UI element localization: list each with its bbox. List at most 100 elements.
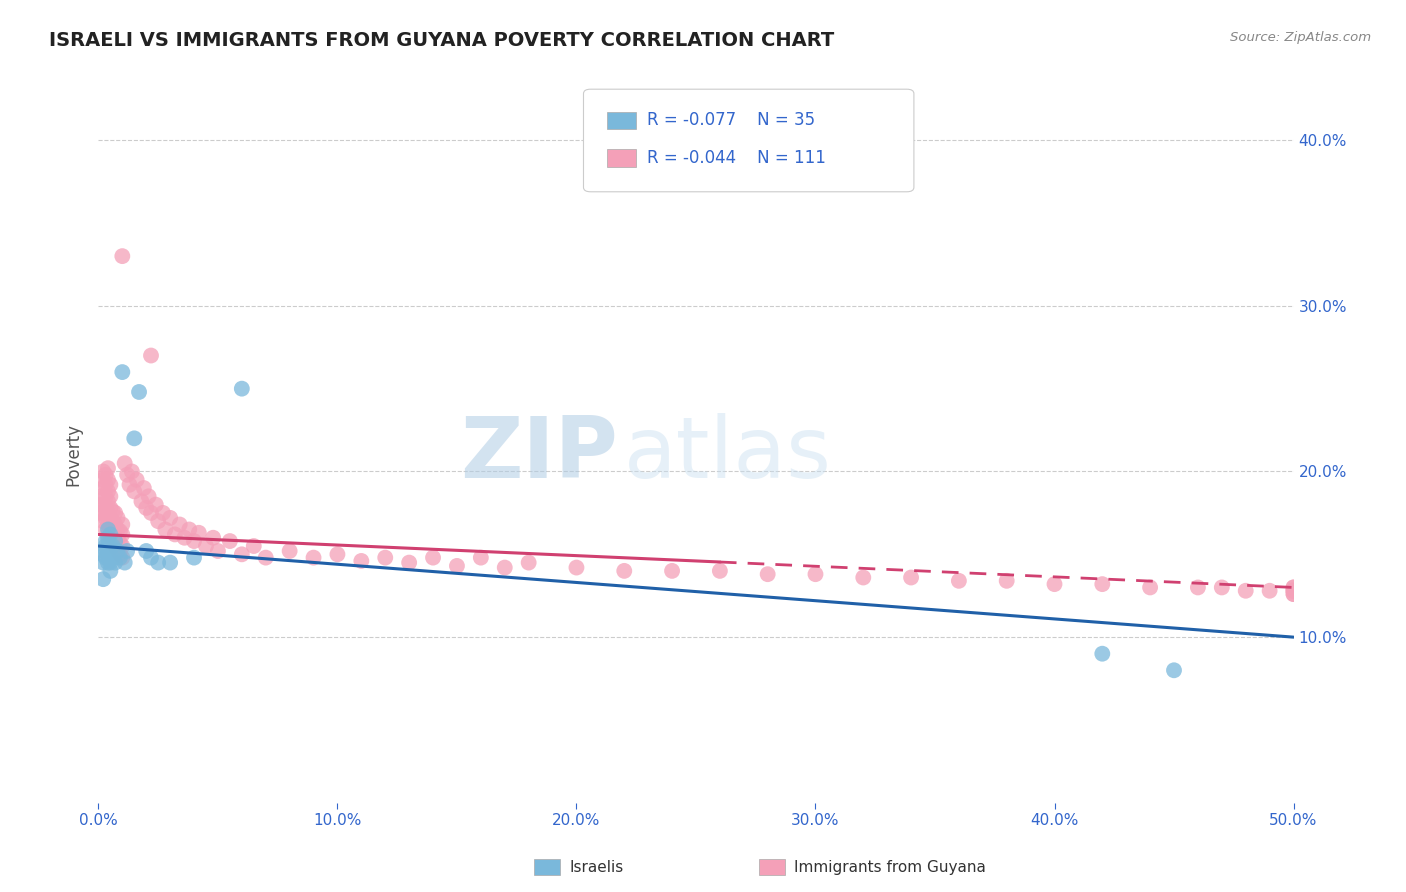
Point — [108, 547, 131, 561]
Point — [1282, 583, 1305, 598]
Text: R = -0.044    N = 111: R = -0.044 N = 111 — [647, 149, 825, 167]
Point — [1211, 581, 1233, 595]
Point — [97, 461, 120, 475]
Point — [195, 539, 218, 553]
Point — [97, 523, 120, 537]
Point — [97, 506, 120, 520]
Point — [98, 531, 122, 545]
Point — [148, 556, 170, 570]
Point — [1163, 663, 1185, 677]
Point — [111, 249, 134, 263]
Point — [108, 550, 131, 565]
Point — [91, 547, 114, 561]
Text: atlas: atlas — [624, 413, 832, 497]
Point — [1139, 581, 1161, 595]
Point — [101, 504, 124, 518]
Point — [326, 547, 349, 561]
Point — [804, 567, 827, 582]
Point — [125, 473, 148, 487]
Text: ISRAELI VS IMMIGRANTS FROM GUYANA POVERTY CORRELATION CHART: ISRAELI VS IMMIGRANTS FROM GUYANA POVERT… — [49, 31, 834, 50]
Point — [90, 506, 112, 520]
Point — [104, 527, 127, 541]
Point — [995, 574, 1018, 588]
Point — [1043, 577, 1066, 591]
Point — [852, 570, 875, 584]
Point — [1282, 583, 1305, 598]
Point — [1282, 587, 1305, 601]
Point — [94, 523, 117, 537]
Point — [183, 550, 205, 565]
Point — [91, 514, 114, 528]
Point — [148, 514, 170, 528]
Point — [1091, 647, 1114, 661]
Point — [231, 382, 253, 396]
Point — [254, 550, 277, 565]
Point — [231, 547, 253, 561]
Point — [111, 550, 134, 565]
Point — [124, 484, 146, 499]
Point — [94, 489, 117, 503]
Point — [145, 498, 167, 512]
Point — [91, 465, 114, 479]
Point — [131, 494, 153, 508]
Point — [121, 465, 143, 479]
Point — [350, 554, 373, 568]
Point — [98, 489, 122, 503]
Point — [98, 564, 122, 578]
Point — [97, 531, 120, 545]
Point — [1282, 587, 1305, 601]
Text: Source: ZipAtlas.com: Source: ZipAtlas.com — [1230, 31, 1371, 45]
Point — [111, 527, 134, 541]
Point — [98, 521, 122, 535]
Text: Israelis: Israelis — [569, 860, 624, 874]
Point — [101, 550, 124, 565]
Point — [111, 365, 134, 379]
Point — [565, 560, 588, 574]
Point — [422, 550, 444, 565]
Point — [91, 473, 114, 487]
Point — [115, 467, 138, 482]
Point — [948, 574, 970, 588]
Point — [152, 506, 174, 520]
Point — [90, 498, 112, 512]
Point — [1187, 581, 1209, 595]
Point — [94, 539, 117, 553]
Point — [101, 534, 124, 549]
Point — [1234, 583, 1257, 598]
Point — [139, 550, 162, 565]
Point — [374, 550, 396, 565]
Point — [101, 514, 124, 528]
Point — [132, 481, 155, 495]
Point — [97, 517, 120, 532]
Point — [94, 534, 117, 549]
Point — [104, 506, 127, 520]
Point — [98, 556, 122, 570]
Point — [97, 484, 120, 499]
Point — [398, 556, 420, 570]
Point — [187, 525, 209, 540]
Point — [278, 544, 301, 558]
Point — [107, 533, 129, 547]
Point — [169, 517, 191, 532]
Point — [446, 558, 468, 573]
Point — [91, 572, 114, 586]
Point — [101, 524, 124, 538]
Text: ZIP: ZIP — [461, 413, 619, 497]
Point — [98, 539, 122, 553]
Point — [114, 456, 136, 470]
Point — [98, 527, 122, 541]
Point — [108, 535, 131, 549]
Point — [1258, 583, 1281, 598]
Point — [101, 539, 124, 553]
Point — [900, 570, 922, 584]
Point — [756, 567, 779, 582]
Point — [108, 524, 131, 538]
Point — [90, 489, 112, 503]
Point — [302, 550, 325, 565]
Point — [1282, 581, 1305, 595]
Point — [1282, 583, 1305, 598]
Point — [243, 539, 266, 553]
Point — [107, 544, 129, 558]
Point — [94, 550, 117, 565]
Point — [207, 544, 229, 558]
